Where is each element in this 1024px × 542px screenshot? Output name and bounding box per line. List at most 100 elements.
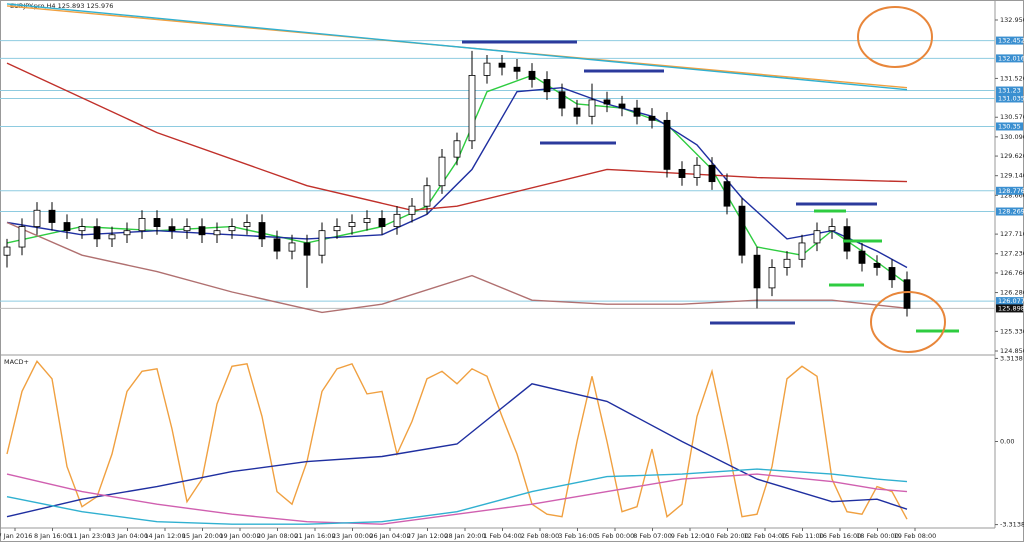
candle-body bbox=[663, 119, 671, 170]
x-tick-label: 8 Feb 07:00 bbox=[633, 532, 672, 540]
candle-body bbox=[693, 164, 701, 178]
candle-body bbox=[288, 242, 296, 252]
level-label: 130.35 bbox=[998, 122, 1021, 130]
x-tick-label: 20 Jan 08:00 bbox=[257, 532, 298, 540]
y-tick-label: 131.526 bbox=[1000, 74, 1024, 82]
y-tick-label: 130.096 bbox=[1000, 133, 1024, 141]
y-tick-label: 3.3138 bbox=[1000, 354, 1023, 362]
x-tick-label: 14 Jan 12:00 bbox=[144, 532, 185, 540]
level-tag bbox=[996, 186, 1023, 195]
candle-body bbox=[573, 107, 581, 117]
candle-body bbox=[333, 226, 341, 232]
y-tick-label: 128.666 bbox=[1000, 191, 1024, 199]
candle-body bbox=[273, 238, 281, 252]
candle-body bbox=[603, 99, 611, 105]
y-tick-label: 124.856 bbox=[1000, 347, 1024, 355]
x-tick-label: 10 Feb 20:00 bbox=[706, 532, 749, 540]
level-tag bbox=[996, 297, 1023, 306]
indicator-title: MACD+ bbox=[4, 358, 29, 366]
candle-body bbox=[348, 222, 356, 228]
candle-body bbox=[738, 205, 746, 256]
candle-body bbox=[468, 74, 476, 142]
x-tick-label: 12 Feb 04:00 bbox=[744, 532, 787, 540]
candle-body bbox=[378, 218, 386, 228]
level-label: 128.776 bbox=[998, 187, 1024, 195]
candle-body bbox=[858, 250, 866, 264]
y-tick-label: -3.3138 bbox=[1000, 521, 1024, 529]
series-line bbox=[6, 473, 908, 525]
candle-body bbox=[843, 226, 851, 252]
x-tick-label: 15 Feb 11:00 bbox=[781, 532, 824, 540]
annotations bbox=[462, 6, 959, 353]
level-tag bbox=[996, 94, 1023, 103]
candle-body bbox=[93, 226, 101, 240]
y-tick-label: 126.286 bbox=[1000, 289, 1024, 297]
candle-body bbox=[453, 140, 461, 158]
y-tick-label: 127.716 bbox=[1000, 230, 1024, 238]
candle-body bbox=[828, 226, 836, 232]
candle-body bbox=[18, 226, 26, 248]
candle-body bbox=[483, 62, 491, 76]
x-tick-label: 19 Jan 00:00 bbox=[219, 532, 260, 540]
series-line bbox=[6, 360, 908, 520]
x-tick-label: 8 Jan 16:00 bbox=[34, 532, 71, 540]
candle-body bbox=[648, 115, 656, 121]
x-tick-label: 19 Feb 08:00 bbox=[894, 532, 937, 540]
level-label: 126.077 bbox=[998, 297, 1024, 305]
last-price-tag bbox=[996, 304, 1023, 313]
candle-body bbox=[423, 185, 431, 207]
x-tick-label: 5 Feb 00:00 bbox=[596, 532, 635, 540]
x-tick-label: 27 Jan 12:00 bbox=[407, 532, 448, 540]
level-tag bbox=[996, 122, 1023, 131]
candle-body bbox=[408, 205, 416, 215]
y-tick-label: 132.956 bbox=[1000, 16, 1024, 24]
candle-body bbox=[48, 209, 56, 223]
candle-body bbox=[303, 242, 311, 256]
candle-body bbox=[678, 168, 686, 178]
candle-body bbox=[618, 103, 626, 109]
x-tick-label: 3 Feb 16:00 bbox=[558, 532, 597, 540]
x-tick-label: 28 Jan 20:00 bbox=[444, 532, 485, 540]
series-line bbox=[6, 383, 908, 518]
x-tick-label: 21 Jan 16:00 bbox=[294, 532, 335, 540]
candle-body bbox=[108, 234, 116, 240]
candle-body bbox=[393, 213, 401, 228]
y-tick-label: 127.236 bbox=[1000, 250, 1024, 258]
candle-body bbox=[558, 91, 566, 109]
level-tag bbox=[996, 207, 1023, 216]
candle-body bbox=[783, 258, 791, 268]
candle-body bbox=[813, 230, 821, 244]
x-tick-label: 13 Jan 04:00 bbox=[107, 532, 148, 540]
candle-body bbox=[513, 66, 521, 72]
candle-body bbox=[3, 246, 11, 256]
level-tag bbox=[996, 36, 1023, 45]
level-tag bbox=[996, 54, 1023, 63]
y-tick-label: 126.766 bbox=[1000, 269, 1024, 277]
candle-body bbox=[723, 181, 731, 207]
series-line bbox=[6, 3, 908, 91]
x-tick-label: 26 Jan 04:00 bbox=[369, 532, 410, 540]
x-tick-label: 2 Feb 08:00 bbox=[521, 532, 560, 540]
candle-body bbox=[543, 79, 551, 93]
highlight-circle bbox=[870, 291, 946, 353]
y-tick-label: 129.626 bbox=[1000, 152, 1024, 160]
candle-body bbox=[903, 279, 911, 309]
series-line bbox=[6, 62, 908, 212]
y-tick-label: 0.00 bbox=[1000, 438, 1014, 446]
x-tick-label: 7 Jan 2016 bbox=[0, 532, 32, 540]
candle-body bbox=[63, 222, 71, 232]
level-label: 132.452 bbox=[998, 37, 1024, 45]
candle-body bbox=[138, 218, 146, 232]
last-price-label: 125.898 bbox=[998, 304, 1024, 312]
candle-body bbox=[228, 226, 236, 232]
level-label: 132.016 bbox=[998, 54, 1024, 62]
candle-body bbox=[168, 226, 176, 232]
candle-body bbox=[243, 222, 251, 228]
highlight-circle bbox=[857, 6, 933, 68]
candle-body bbox=[198, 226, 206, 236]
candle-body bbox=[438, 156, 446, 187]
candle-body bbox=[33, 209, 41, 228]
y-tick-label: 129.146 bbox=[1000, 172, 1024, 180]
candle-body bbox=[258, 222, 266, 240]
